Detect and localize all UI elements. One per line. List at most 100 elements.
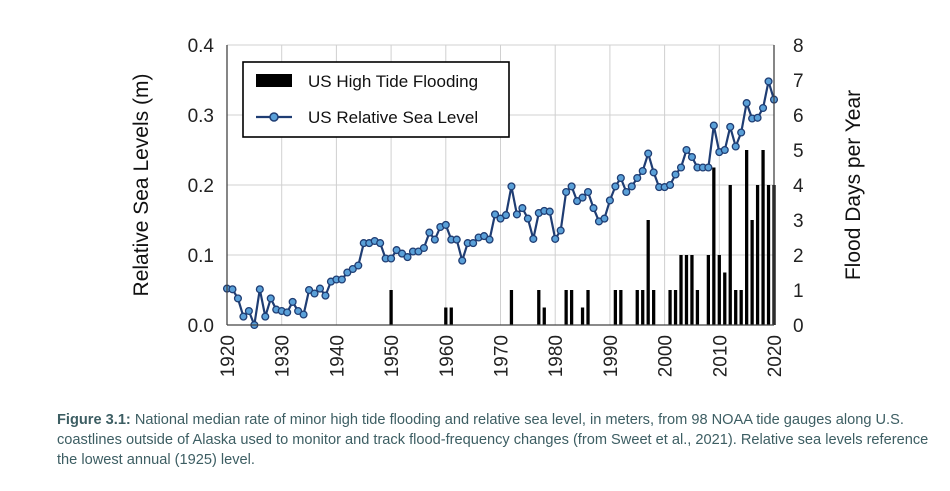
sea-level-point — [266, 294, 275, 303]
sea-level-point — [671, 170, 680, 179]
chart: 0.0 0.1 0.2 0.3 0.4 1920 1930 1940 1950 1960 1970 1… — [130, 36, 865, 377]
sea-level-point — [261, 312, 270, 321]
x-tick-label: 2010 — [710, 335, 731, 377]
flood-bar — [673, 290, 678, 325]
flood-bar — [580, 307, 585, 325]
sea-level-point — [228, 285, 237, 294]
sea-level-point — [605, 196, 614, 205]
sea-level-point — [737, 128, 746, 137]
flood-bar — [652, 290, 656, 325]
y-right-tick-label: 8 — [793, 36, 804, 57]
axes: 0.0 0.1 0.2 0.3 0.4 1920 1930 1940 1950 1960 1970 1… — [188, 36, 804, 377]
flood-bar — [635, 290, 639, 325]
flood-bar — [761, 150, 765, 325]
sea-level-point — [523, 214, 532, 223]
sea-level-point — [704, 163, 713, 172]
sea-level-point — [480, 232, 489, 241]
flood-bar — [706, 255, 711, 325]
sea-level-point — [397, 249, 407, 258]
sea-level-point — [354, 261, 363, 270]
sea-level-point — [501, 211, 511, 220]
flood-bar — [745, 150, 749, 325]
sea-level-point — [425, 228, 434, 237]
sea-level-markers — [222, 77, 779, 330]
sea-level-point — [720, 145, 729, 155]
y-right-tick-label: 6 — [793, 106, 804, 127]
x-tick-label: 2000 — [656, 335, 677, 377]
flood-bar — [755, 185, 760, 325]
sea-level-point — [387, 254, 396, 263]
flood-bar — [679, 255, 683, 325]
sea-level-point — [551, 234, 560, 243]
sea-level-point — [709, 121, 718, 130]
sea-level-point — [294, 306, 303, 316]
flood-bar — [537, 290, 541, 325]
sea-level-point — [441, 220, 450, 229]
flood-bar — [712, 167, 716, 325]
flood-bar — [569, 290, 574, 325]
sea-level-point — [485, 235, 494, 244]
flood-bar — [684, 255, 689, 325]
sea-level-point — [753, 113, 762, 122]
sea-level-point — [726, 122, 735, 131]
x-tick-label: 1930 — [273, 335, 294, 377]
y-right-tick-label: 3 — [793, 211, 804, 232]
x-tick-label: 2020 — [765, 335, 786, 377]
flood-bar — [586, 290, 590, 325]
flood-bar — [690, 255, 694, 325]
flood-bar — [509, 290, 514, 325]
x-tick-label: 1950 — [382, 335, 403, 377]
sea-level-point — [562, 187, 571, 197]
flood-bar — [728, 185, 732, 325]
y-axis-left-title: Relative Sea Levels (m) — [130, 74, 153, 297]
y-axis-right-title: Flood Days per Year — [842, 90, 865, 280]
flood-bar — [723, 272, 727, 325]
y-left-tick-label: 0.0 — [188, 316, 214, 337]
sea-level-point — [687, 152, 696, 162]
legend-line-label: US Relative Sea Level — [308, 108, 478, 127]
sea-level-point — [583, 187, 593, 197]
x-tick-label: 1970 — [492, 335, 513, 377]
sea-level-point — [518, 204, 527, 213]
sea-level-point — [288, 297, 297, 306]
flood-bar — [641, 290, 645, 325]
y-left-tick-label: 0.3 — [188, 106, 214, 127]
x-tick-label: 1920 — [218, 335, 239, 377]
sea-level-point — [469, 239, 478, 248]
sea-level-point — [567, 182, 576, 191]
flood-bar — [389, 290, 393, 325]
sea-level-point — [545, 207, 554, 216]
sea-level-point — [321, 291, 330, 300]
sea-level-point — [348, 264, 357, 274]
x-tick-label: 1990 — [601, 335, 622, 377]
sea-level-point — [644, 149, 653, 158]
caption-text: National median rate of minor high tide … — [57, 412, 929, 468]
y-left-tick-label: 0.1 — [188, 246, 214, 267]
sea-level-point — [611, 182, 620, 191]
sea-level-point — [512, 210, 521, 219]
flood-bar — [734, 290, 738, 325]
sea-level-point — [600, 214, 609, 223]
flood-bars — [389, 150, 776, 325]
y-right-tick-label: 4 — [793, 176, 804, 197]
y-right-tick-label: 2 — [793, 246, 804, 267]
flood-bar — [750, 220, 754, 325]
sea-level-point — [622, 187, 631, 197]
flood-bar — [646, 220, 650, 325]
flood-bar — [542, 307, 546, 325]
sea-level-point — [315, 284, 325, 293]
flood-bar — [766, 185, 771, 325]
legend-bar-label: US High Tide Flooding — [308, 72, 478, 91]
sea-level-point — [507, 182, 516, 191]
sea-level-point — [764, 77, 773, 86]
sea-level-point — [666, 180, 675, 190]
flood-bar — [613, 290, 618, 325]
y-right-tick-label: 0 — [793, 316, 804, 337]
sea-level-point — [239, 312, 248, 321]
sea-level-point — [759, 103, 768, 113]
legend: US High Tide Flooding US Relative Sea Le… — [242, 61, 510, 138]
flood-bar — [739, 290, 743, 325]
flood-bar — [444, 307, 448, 325]
flood-bar — [717, 255, 721, 325]
sea-level-point — [731, 142, 740, 151]
